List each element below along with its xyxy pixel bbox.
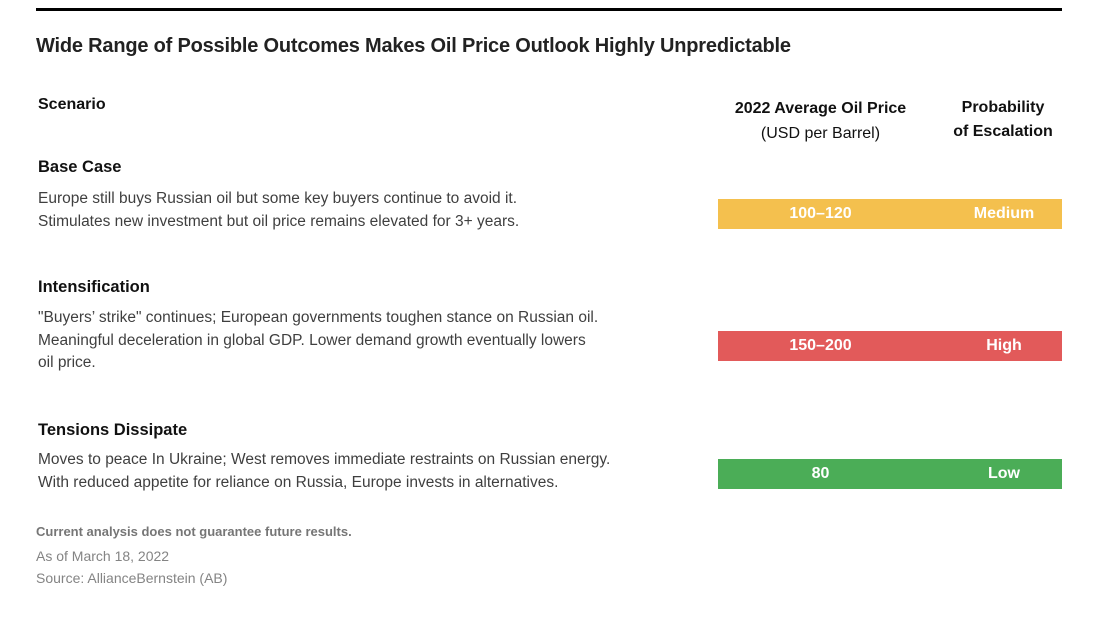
- top-rule-divider: [36, 8, 1062, 11]
- column-header-price-line1: 2022 Average Oil Price: [734, 100, 907, 117]
- as-of-date-text: As of March 18, 2022: [36, 548, 170, 564]
- scenario-description-tensions-dissipate: Moves to peace In Ukraine; West removes …: [38, 451, 611, 491]
- scenario-description-base-case: Europe still buys Russian oil but some k…: [38, 190, 520, 230]
- scenario-description-intensification: "Buyers’ strike" continues; European gov…: [38, 309, 599, 371]
- probability-label: Medium: [973, 205, 1035, 222]
- scenario-heading-intensification: Intensification: [38, 278, 150, 296]
- price-bar-high: 150–200 High: [718, 331, 1062, 361]
- price-bar-low: 80 Low: [718, 459, 1062, 489]
- price-value: 100–120: [789, 205, 852, 222]
- disclaimer-text: Current analysis does not guarantee futu…: [36, 524, 352, 539]
- probability-label: High: [986, 337, 1022, 354]
- scenario-heading-tensions-dissipate: Tensions Dissipate: [38, 421, 188, 439]
- price-value: 150–200: [789, 337, 852, 354]
- column-header-scenario: Scenario: [38, 96, 106, 113]
- price-value: 80: [811, 465, 830, 482]
- column-header-probability-line2: of Escalation: [953, 123, 1053, 140]
- column-header-price: 2022 Average Oil Price (USD per Barrel): [718, 96, 923, 146]
- scenario-heading-base-case: Base Case: [38, 158, 122, 176]
- column-header-price-line2: (USD per Barrel): [760, 125, 881, 142]
- column-header-probability: Probability of Escalation: [938, 96, 1068, 144]
- price-bar-medium: 100–120 Medium: [718, 199, 1062, 229]
- source-text: Source: AllianceBernstein (AB): [36, 570, 228, 586]
- page-title: Wide Range of Possible Outcomes Makes Oi…: [36, 35, 791, 57]
- probability-label: Low: [988, 465, 1020, 482]
- column-header-probability-line1: Probability: [961, 99, 1045, 116]
